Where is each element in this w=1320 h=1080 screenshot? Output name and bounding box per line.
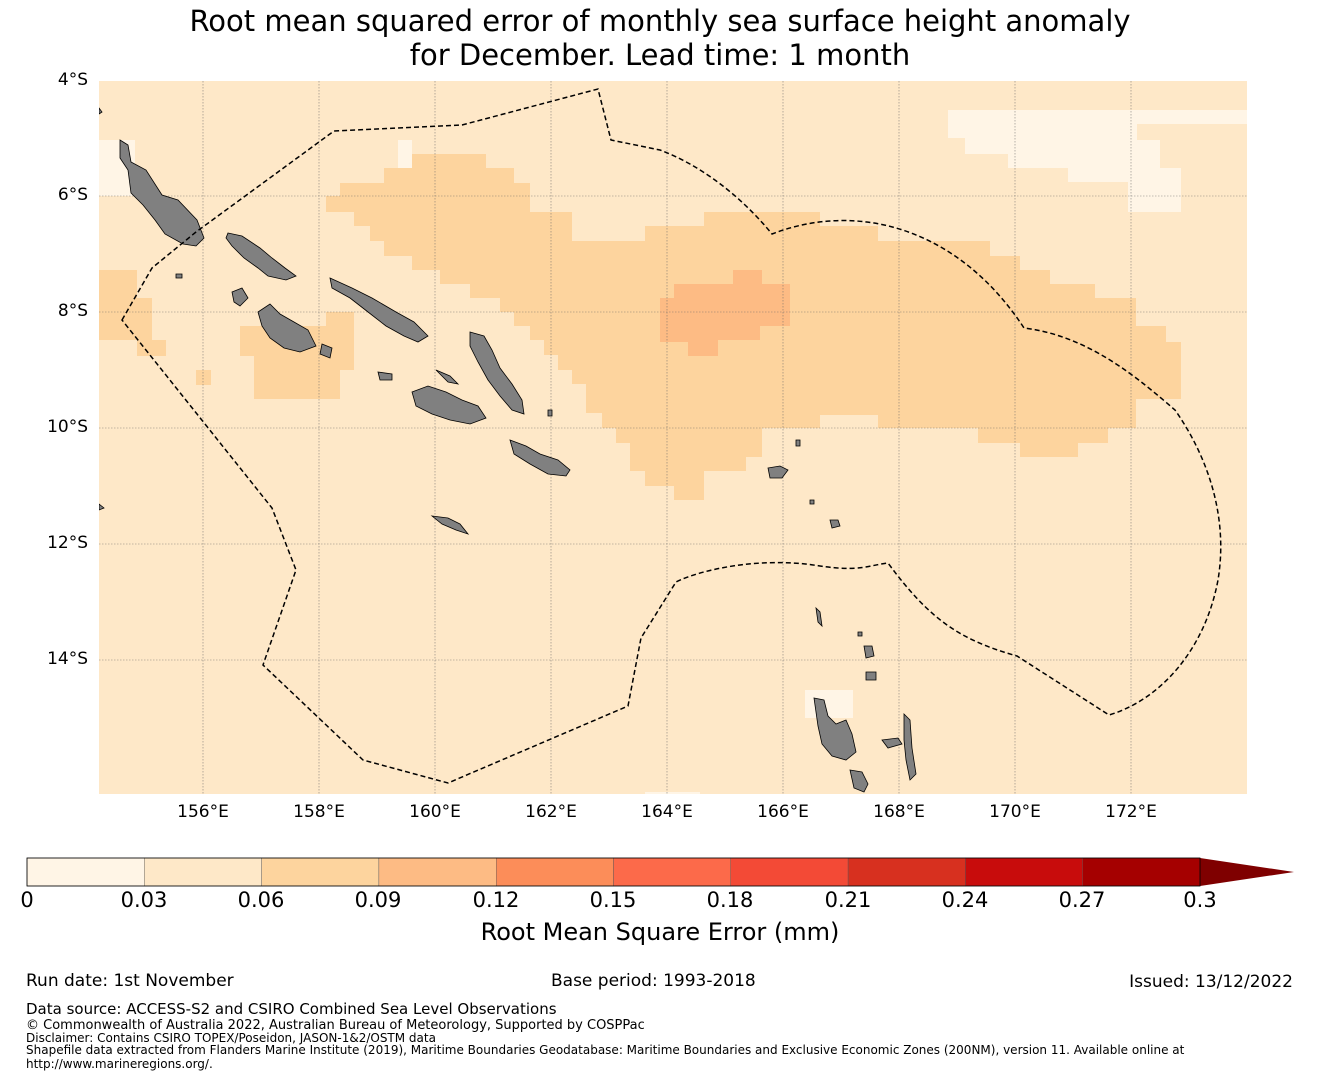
lat-label-4s: 4°S	[57, 70, 88, 90]
island-small-6	[857, 631, 863, 637]
cbar-tick-012: 0.12	[472, 888, 520, 912]
colorbar-segment-1	[144, 857, 262, 887]
data-source: Data source: ACCESS-S2 and CSIRO Combine…	[26, 1000, 557, 1018]
colorbar-segment-2	[261, 857, 380, 887]
island-vella-lavella	[231, 287, 249, 307]
base-period: Base period: 1993-2018	[551, 971, 756, 991]
colorbar-segment-9	[1082, 857, 1201, 887]
gridlines	[99, 81, 1247, 794]
lon-label-156e: 156°E	[177, 802, 229, 822]
island-ndai	[377, 371, 393, 381]
rmse-band-009-012	[660, 270, 790, 356]
lat-label-8s: 8°S	[57, 301, 88, 321]
island-nendo	[767, 465, 789, 479]
cbar-tick-006: 0.06	[237, 888, 285, 912]
island-espiritu-santo	[813, 697, 857, 761]
title-line-2: for December. Lead time: 1 month	[409, 38, 911, 72]
lat-label-6s: 6°S	[57, 185, 88, 205]
cbar-tick-027: 0.27	[1058, 888, 1106, 912]
cbar-tick-018: 0.18	[706, 888, 754, 912]
issued-date: Issued: 13/12/2022	[1129, 972, 1293, 992]
island-choiseul	[225, 232, 297, 281]
shapefile-credit: Shapefile data extracted from Flanders M…	[26, 1043, 1185, 1057]
island-small-7	[319, 343, 333, 359]
colorbar-segments	[26, 857, 1201, 887]
land-masses	[99, 107, 917, 793]
island-vanua-lava	[865, 671, 877, 681]
cbar-tick-003: 0.03	[120, 888, 168, 912]
island-malekula	[849, 769, 869, 793]
island-rennell	[430, 515, 470, 535]
lon-label-168e: 168°E	[873, 802, 925, 822]
lat-label-10s: 10°S	[47, 417, 88, 437]
cbar-tick-03: 0.3	[1183, 888, 1217, 912]
colorbar-frame	[26, 857, 1201, 887]
lon-label-158e: 158°E	[293, 802, 345, 822]
island-new-georgia	[257, 303, 317, 353]
island-bougainville	[119, 139, 205, 247]
title-line-1: Root mean squared error of monthly sea s…	[189, 4, 1131, 38]
colorbar	[26, 857, 1294, 887]
island-vanikoro	[829, 519, 841, 529]
cbar-tick-009: 0.09	[354, 888, 402, 912]
island-small-5	[815, 606, 823, 628]
island-small-2	[795, 439, 801, 447]
colorbar-segment-8	[965, 857, 1083, 887]
island-west-edge-2	[99, 503, 105, 511]
copyright: © Commonwealth of Australia 2022, Austra…	[26, 1018, 645, 1033]
colorbar-segment-4	[496, 857, 614, 887]
island-gaua	[863, 645, 875, 659]
island-malaita	[469, 331, 525, 415]
rmse-map	[99, 81, 1247, 794]
chart-title: Root mean squared error of monthly sea s…	[0, 4, 1320, 72]
colorbar-segment-3	[378, 857, 497, 887]
cbar-tick-015: 0.15	[589, 888, 637, 912]
colorbar-segment-0	[26, 857, 145, 887]
lat-label-14s: 14°S	[47, 649, 88, 669]
island-small-1	[809, 499, 815, 505]
colorbar-extend-arrow	[1200, 858, 1294, 886]
island-west-edge	[99, 107, 103, 115]
eez-boundary	[121, 88, 1222, 784]
lon-label-166e: 166°E	[757, 802, 809, 822]
lat-label-12s: 12°S	[47, 533, 88, 553]
cbar-tick-0: 0	[20, 888, 34, 912]
disclaimer: Disclaimer: Contains CSIRO TOPEX/Poseido…	[26, 1031, 436, 1045]
run-date: Run date: 1st November	[26, 971, 234, 991]
colorbar-title: Root Mean Square Error (mm)	[480, 918, 840, 946]
marineregions-url: http://www.marineregions.org/.	[26, 1057, 213, 1071]
colorbar-segment-7	[847, 857, 966, 887]
lon-label-170e: 170°E	[989, 802, 1041, 822]
island-maewo	[881, 737, 903, 749]
lon-label-162e: 162°E	[525, 802, 577, 822]
colorbar-segment-6	[730, 857, 849, 887]
lon-label-172e: 172°E	[1105, 802, 1157, 822]
island-santa-isabel	[329, 277, 429, 343]
cbar-tick-024: 0.24	[941, 888, 989, 912]
lon-label-160e: 160°E	[409, 802, 461, 822]
island-small-4	[175, 273, 183, 279]
island-guadalcanal	[411, 385, 487, 425]
island-savo	[435, 369, 460, 385]
lon-label-164e: 164°E	[641, 802, 693, 822]
cbar-tick-021: 0.21	[824, 888, 872, 912]
colorbar-segment-5	[613, 857, 732, 887]
island-pentecost	[903, 713, 917, 781]
island-makira	[509, 439, 571, 477]
island-small-3	[547, 409, 553, 417]
